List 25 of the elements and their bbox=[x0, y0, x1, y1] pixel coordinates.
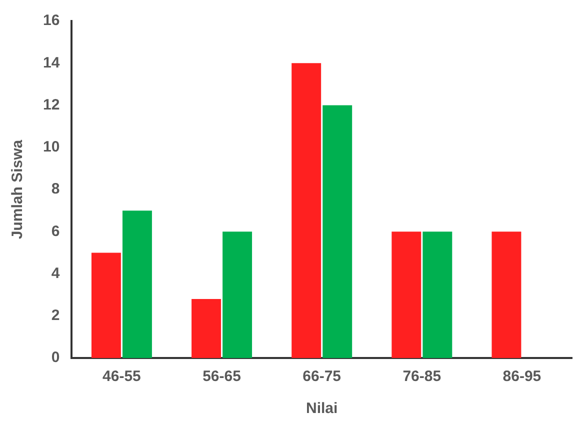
bar bbox=[392, 232, 422, 358]
x-axis-title: Nilai bbox=[306, 400, 338, 418]
x-tick-label: 66-75 bbox=[302, 368, 342, 386]
x-tick-label: 86-95 bbox=[502, 368, 542, 386]
y-tick-label: 8 bbox=[51, 180, 60, 198]
bar bbox=[322, 105, 352, 358]
bar bbox=[91, 252, 121, 358]
y-tick-label: 16 bbox=[42, 12, 60, 30]
y-axis-title: Jumlah Siswa bbox=[9, 139, 26, 240]
bar bbox=[192, 299, 222, 358]
bar bbox=[292, 63, 322, 358]
bar bbox=[492, 232, 522, 358]
bar bbox=[122, 210, 152, 358]
y-tick-label: 6 bbox=[51, 222, 60, 240]
bar bbox=[422, 232, 452, 358]
x-tick-label: 76-85 bbox=[402, 368, 442, 386]
y-tick-label: 4 bbox=[51, 264, 60, 282]
y-tick-label: 10 bbox=[42, 138, 60, 156]
x-tick-label: 56-65 bbox=[202, 368, 241, 386]
y-tick-label: 2 bbox=[51, 307, 60, 324]
bar bbox=[222, 232, 252, 358]
y-tick-label: 12 bbox=[42, 96, 60, 114]
x-tick-label: 46-55 bbox=[102, 368, 141, 386]
y-tick-label: 14 bbox=[42, 54, 60, 72]
y-tick-label: 0 bbox=[51, 349, 60, 366]
